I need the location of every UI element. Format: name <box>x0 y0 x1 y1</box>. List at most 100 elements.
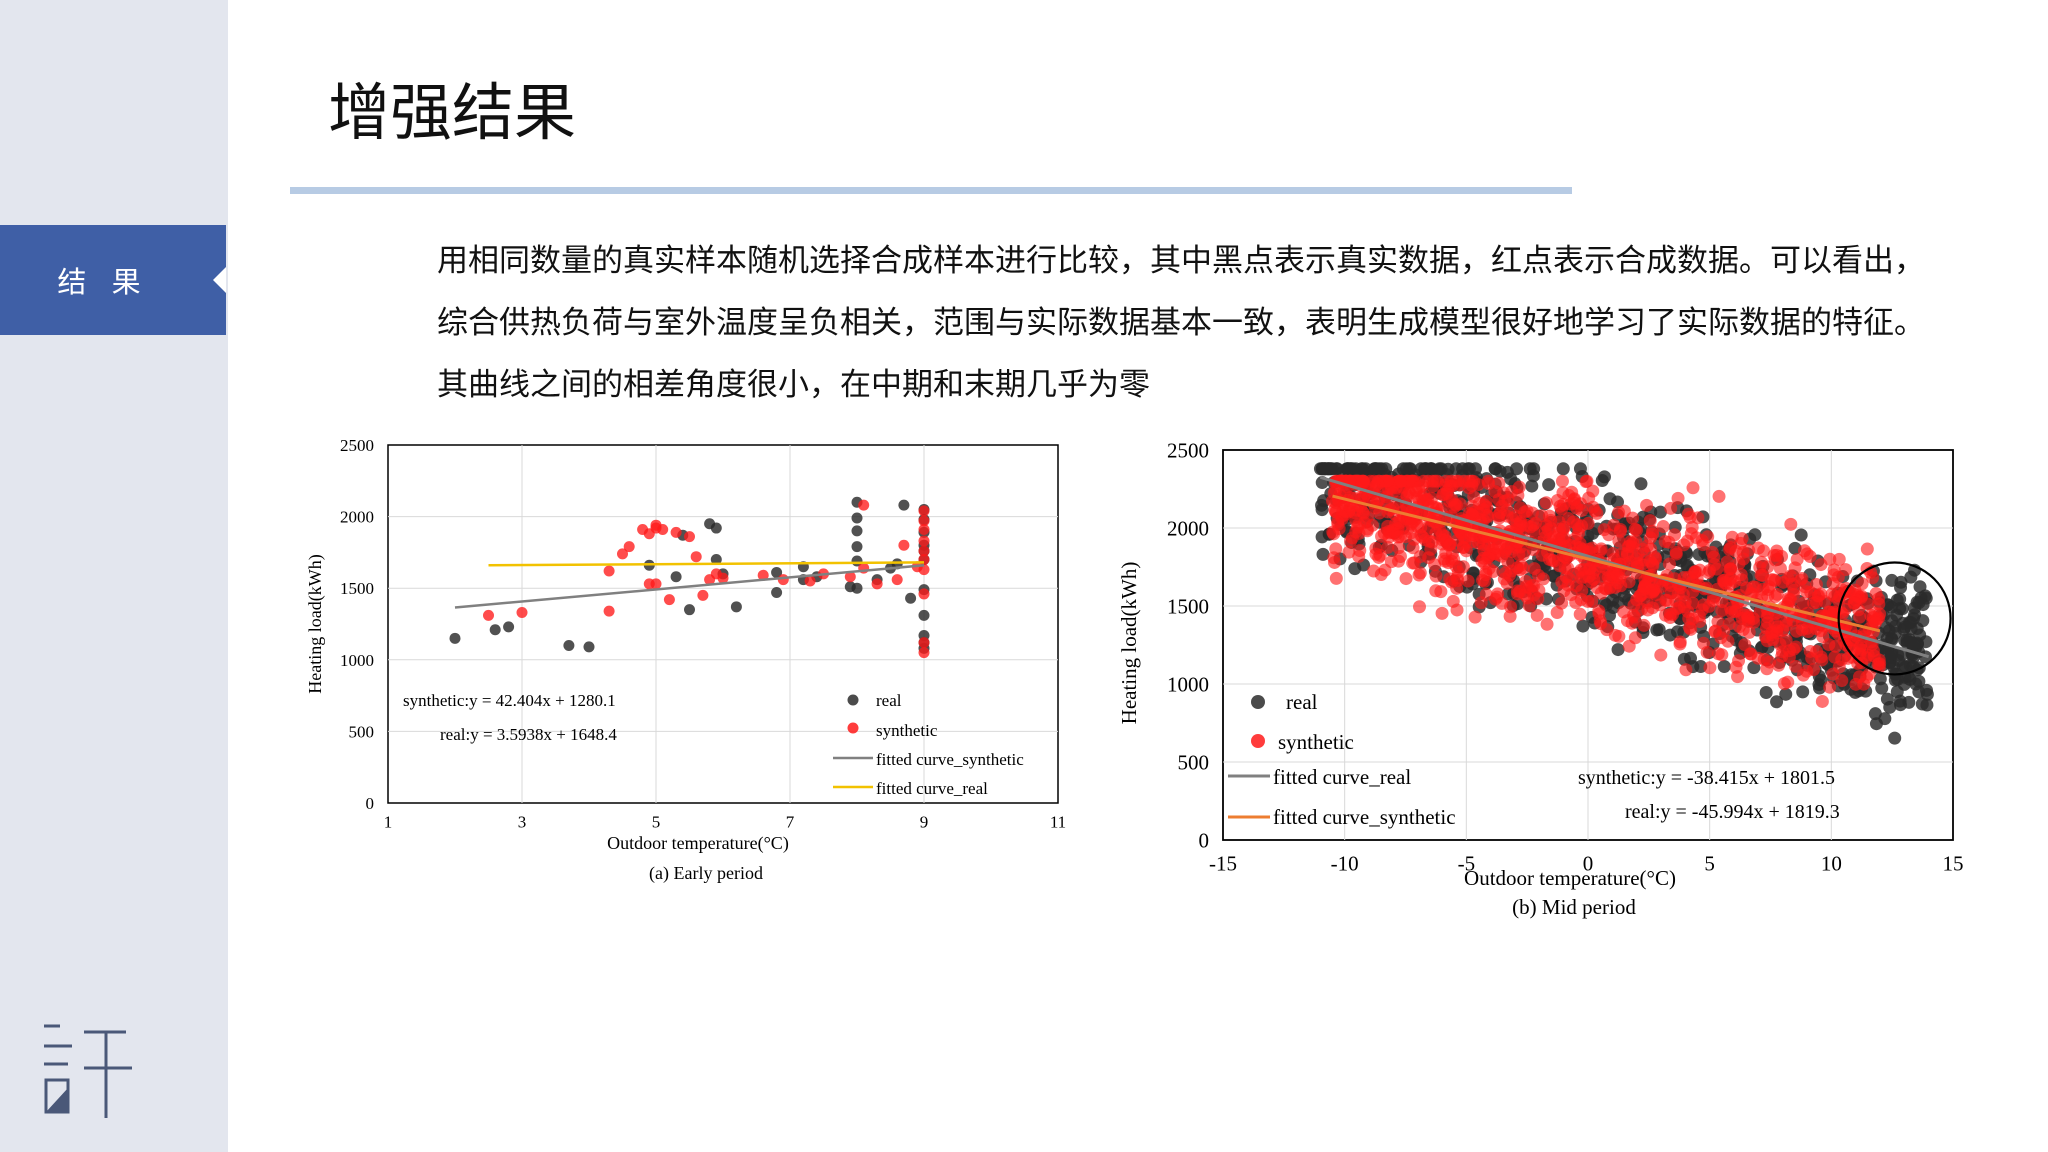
data-point-real <box>1652 623 1666 637</box>
data-point-synthetic <box>1735 611 1749 625</box>
data-point-synthetic <box>1349 525 1363 539</box>
data-point-synthetic <box>1353 543 1367 557</box>
data-point-synthetic <box>918 637 930 649</box>
data-point-synthetic <box>1542 552 1556 566</box>
data-point-synthetic <box>1738 638 1752 652</box>
data-point-synthetic <box>617 548 628 560</box>
nav-tab-label: 结 果 <box>57 265 149 299</box>
data-point-synthetic <box>1399 572 1413 586</box>
data-point-real <box>1611 643 1625 657</box>
data-point-synthetic <box>891 574 903 586</box>
data-point-synthetic <box>918 545 930 557</box>
fit-line-synthetic <box>454 564 925 609</box>
data-point-synthetic <box>1331 517 1345 531</box>
data-point-synthetic <box>1872 660 1886 674</box>
data-point-synthetic <box>1654 648 1668 662</box>
data-point-synthetic <box>1770 544 1784 558</box>
data-point-synthetic <box>1448 497 1462 511</box>
fit-line-real <box>488 561 925 567</box>
data-point-synthetic <box>1852 670 1866 684</box>
data-point-synthetic <box>1795 623 1809 637</box>
data-point-real <box>1663 628 1677 642</box>
data-point-real <box>1794 528 1808 542</box>
data-point-synthetic <box>1853 610 1867 624</box>
data-point-synthetic <box>1710 562 1724 576</box>
data-point-real <box>1868 707 1882 721</box>
data-point-synthetic <box>1518 588 1532 602</box>
data-point-synthetic <box>1859 651 1873 665</box>
chart-mid-period: 0 500 1000 1500 2000 2500 -15 -10 -5 0 5 10 15 real… <box>1118 425 1998 945</box>
data-point-synthetic <box>1568 531 1582 545</box>
data-point-synthetic <box>1367 564 1381 578</box>
data-point-real <box>1913 580 1927 594</box>
data-point-synthetic <box>1679 663 1693 677</box>
data-point-synthetic <box>1717 624 1731 638</box>
data-point-synthetic <box>1612 534 1626 548</box>
data-point-synthetic <box>1360 522 1374 536</box>
data-point-synthetic <box>1384 555 1398 569</box>
data-point-real <box>1330 462 1344 476</box>
data-point-synthetic <box>1715 648 1729 662</box>
data-point-synthetic <box>1796 668 1810 682</box>
data-point-real <box>1316 547 1330 561</box>
legend-fit-synthetic-label: fitted curve_synthetic <box>1273 805 1456 829</box>
data-point-synthetic <box>844 571 856 583</box>
data-point-synthetic <box>1868 606 1882 620</box>
chart-early-period: 0 500 1000 1500 2000 2500 1 3 5 7 9 11 synthetic:y… <box>298 425 1098 905</box>
data-point-synthetic <box>1712 489 1726 503</box>
x-tick-label: -15 <box>1209 851 1237 875</box>
data-point-synthetic <box>690 551 702 563</box>
legend-synthetic-label: synthetic <box>876 721 938 740</box>
y-tick-label: 2000 <box>1167 516 1209 540</box>
y-axis-label: Heating load(kWh) <box>1118 562 1141 725</box>
data-point-real <box>1920 683 1934 697</box>
data-point-real <box>1610 495 1624 509</box>
data-point-synthetic <box>1592 604 1606 618</box>
x-tick-label: 9 <box>920 813 929 832</box>
data-point-synthetic <box>1530 608 1544 622</box>
equation-real: real:y = -45.994x + 1819.3 <box>1625 801 1840 823</box>
data-point-synthetic <box>1456 560 1470 574</box>
data-point-synthetic <box>684 531 695 543</box>
data-point-synthetic <box>1736 545 1750 559</box>
data-point-synthetic <box>1676 587 1690 601</box>
data-point-synthetic <box>1367 474 1381 488</box>
data-point-real <box>1814 673 1828 687</box>
data-point-synthetic <box>1356 474 1370 488</box>
data-point-synthetic <box>1803 549 1817 563</box>
legend-real-label: real <box>1286 690 1318 714</box>
data-point-synthetic <box>1599 582 1613 596</box>
data-point-synthetic <box>1520 504 1534 518</box>
data-point-synthetic <box>1684 622 1698 636</box>
data-point-synthetic <box>1803 644 1817 658</box>
data-point-synthetic <box>1593 614 1607 628</box>
data-point-synthetic <box>1796 596 1810 610</box>
data-point-real <box>1910 595 1924 609</box>
legend-synthetic-label: synthetic <box>1278 730 1354 754</box>
data-point-real <box>1493 464 1507 478</box>
data-point-synthetic <box>1815 653 1829 667</box>
data-point-synthetic <box>918 564 930 576</box>
nav-tab-results[interactable]: 结 果 <box>0 225 226 335</box>
data-point-real <box>1904 570 1918 584</box>
data-point-synthetic <box>1392 541 1406 555</box>
data-point-real <box>851 512 863 524</box>
data-point-synthetic <box>1826 667 1840 681</box>
data-point-synthetic <box>1328 555 1342 569</box>
data-point-synthetic <box>1539 518 1553 532</box>
data-point-synthetic <box>1467 490 1481 504</box>
data-point-real <box>1523 462 1537 476</box>
data-point-synthetic <box>1775 649 1789 663</box>
data-point-synthetic <box>1381 519 1395 533</box>
data-point-real <box>1875 681 1889 695</box>
title-divider <box>290 187 1572 194</box>
data-point-synthetic <box>483 609 494 621</box>
legend-real-marker <box>847 694 859 706</box>
x-tick-label: 7 <box>786 813 795 832</box>
data-point-real <box>1356 462 1370 476</box>
plot-frame <box>387 444 1059 804</box>
y-tick-label: 0 <box>1199 828 1210 852</box>
data-point-synthetic <box>1696 538 1710 552</box>
fit-line-synthetic <box>1332 494 1881 633</box>
data-point-synthetic <box>1450 581 1464 595</box>
